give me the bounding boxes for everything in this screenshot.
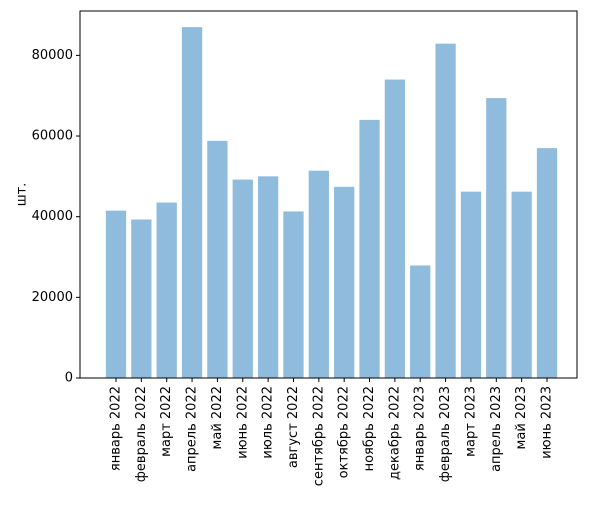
x-tick-label-13: февраль 2023 [438,386,453,482]
y-axis-label: шт. [15,183,30,207]
x-tick-label-1: февраль 2022 [134,386,149,482]
bar-4 [207,140,228,378]
bar-13 [435,43,456,379]
x-axis: январь 2022 февраль 2022 март 2022 апрель 2… [109,378,555,486]
bars-group [105,27,558,379]
x-tick-label-0: январь 2022 [109,386,124,471]
plot-frame [79,10,578,379]
x-tick-label-7: август 2022 [286,386,301,468]
bar-11 [384,79,406,378]
bar-5 [232,179,253,378]
x-tick-label-16: май 2023 [514,386,529,449]
bar-15 [486,98,507,379]
bar-7 [283,211,304,378]
y-tick-label-2: 40000 [32,209,73,224]
y-tick-label-4: 80000 [32,48,73,63]
x-tick-label-11: декабрь 2022 [387,386,402,480]
y-tick-label-3: 60000 [32,129,73,144]
x-tick-label-4: май 2022 [210,386,225,449]
bar-0 [105,210,127,378]
y-tick-label-1: 20000 [32,290,73,305]
x-tick-label-14: март 2023 [463,386,478,457]
bar-3 [181,27,203,378]
bar-17 [536,148,558,378]
x-tick-label-2: март 2022 [159,386,174,457]
x-tick-label-12: январь 2023 [413,386,428,471]
x-tick-label-15: апрель 2023 [489,386,504,472]
bar-1 [131,219,152,378]
y-axis: 0 20000 40000 60000 80000 [32,48,80,386]
x-tick-label-6: июль 2022 [261,386,276,459]
bar-10 [359,119,380,378]
x-tick-label-8: сентябрь 2022 [311,386,326,486]
bar-2 [156,202,177,378]
x-tick-label-5: июнь 2022 [235,386,250,459]
x-tick-label-10: ноябрь 2022 [362,386,377,471]
bar-16 [511,191,532,378]
x-tick-label-17: июнь 2023 [540,386,555,459]
x-tick-label-9: октябрь 2022 [337,386,352,478]
y-tick-label-0: 0 [65,371,73,386]
bar-9 [334,186,355,378]
bar-14 [460,191,482,378]
x-tick-label-3: апрель 2022 [185,386,200,472]
bar-6 [257,176,279,378]
bar-8 [308,170,329,378]
bar-12 [410,265,431,378]
